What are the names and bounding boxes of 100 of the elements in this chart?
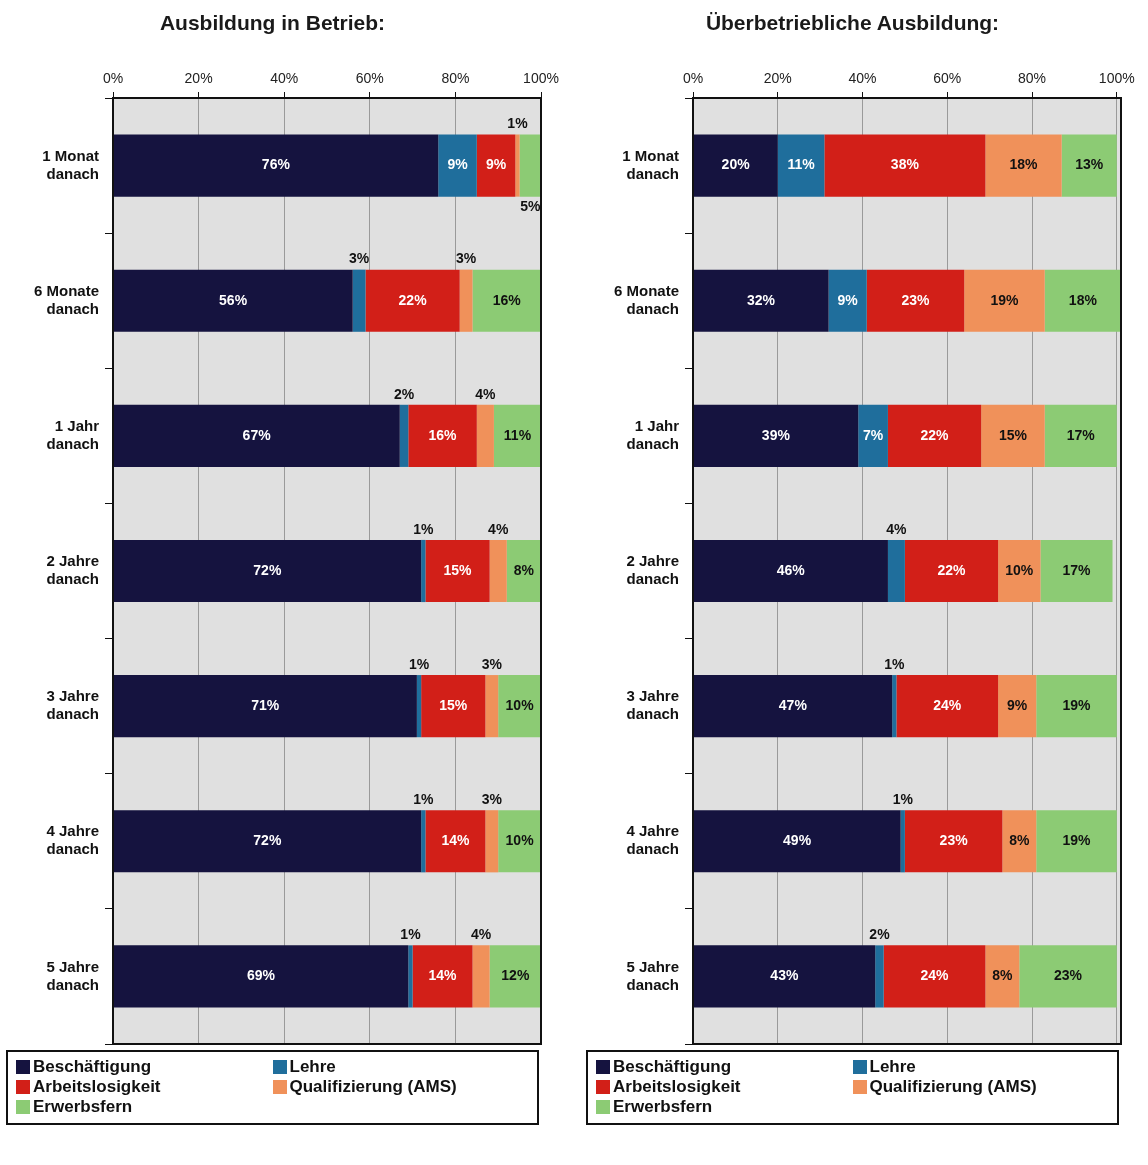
bar [113, 134, 439, 197]
y-tick-label: 6 Monate danach [613, 281, 679, 317]
bar [824, 134, 986, 197]
y-tick-label: 5 Jahre danach [626, 957, 679, 993]
data-label: 8% [513, 561, 535, 578]
bar [515, 134, 520, 197]
bar [412, 945, 473, 1008]
data-label: 22% [937, 561, 967, 578]
data-label: 14% [428, 967, 458, 984]
bar [1036, 810, 1117, 873]
data-label: 7% [862, 426, 884, 443]
data-label: 72% [253, 561, 282, 578]
x-tick-label: 80% [1017, 70, 1047, 87]
data-label: 43% [770, 967, 799, 984]
data-label: 32% [747, 291, 776, 308]
data-label: 9% [1007, 697, 1028, 713]
bar [421, 810, 426, 873]
data-label: 1% [884, 655, 905, 672]
bar [981, 404, 1045, 467]
bar [421, 675, 486, 738]
data-label: 3% [481, 791, 503, 808]
data-label: 2% [393, 385, 415, 402]
bar [472, 945, 490, 1008]
data-label: 14% [441, 832, 470, 849]
legend-label: Qualifizierung (AMS) [289, 1077, 457, 1097]
bar [892, 675, 897, 738]
bar [113, 539, 422, 603]
data-label: 71% [251, 697, 280, 713]
bar [998, 539, 1041, 603]
legend-label: Lehre [289, 1057, 336, 1077]
data-label: 69% [246, 967, 276, 984]
data-label: 4% [886, 520, 908, 537]
data-label: 17% [1066, 426, 1096, 443]
bar [964, 269, 1045, 332]
data-label: 11% [503, 426, 532, 443]
bar [693, 945, 876, 1008]
data-label: 3% [348, 250, 370, 267]
bar [1002, 810, 1037, 873]
data-label: 15% [443, 561, 473, 578]
x-tick-label: 0% [102, 70, 124, 87]
data-label: 9% [837, 291, 859, 308]
data-label: 2% [869, 926, 891, 943]
data-label: 3% [455, 250, 477, 267]
bar [113, 404, 400, 467]
data-label: 23% [901, 291, 931, 308]
bar [425, 539, 490, 603]
bar [1036, 675, 1117, 738]
y-tick-label: 1 Monat danach [622, 146, 679, 182]
bar [365, 269, 460, 332]
data-label: 16% [428, 426, 458, 443]
y-tick-label: 4 Jahre danach [46, 822, 99, 858]
bar [489, 945, 541, 1008]
x-tick-label: 0% [682, 70, 704, 87]
y-tick-label: 3 Jahre danach [46, 687, 99, 723]
data-label: 4% [488, 520, 509, 537]
legend-label: Arbeitslosigkeit [33, 1077, 161, 1097]
data-label: 18% [1068, 291, 1098, 308]
bar [421, 539, 426, 603]
data-label: 38% [890, 156, 920, 173]
bar [416, 675, 422, 738]
data-label: 1% [413, 520, 434, 537]
x-tick-label: 60% [933, 70, 962, 87]
bar [399, 404, 409, 467]
data-label: 16% [492, 291, 522, 308]
data-label: 4% [470, 926, 492, 943]
data-label: 3% [481, 655, 503, 672]
y-tick-label: 1 Jahr danach [46, 417, 100, 452]
bar [1040, 539, 1113, 603]
bar [904, 810, 1003, 873]
data-label: 8% [992, 967, 1014, 984]
bar [498, 675, 541, 738]
bar [828, 269, 867, 332]
legend-label: Erwerbsfern [33, 1097, 133, 1117]
bar [1044, 404, 1117, 467]
bar [113, 675, 417, 738]
bar [904, 539, 999, 603]
bar [472, 269, 541, 332]
data-label: 11% [787, 156, 816, 173]
bar [887, 539, 905, 603]
bar [693, 269, 829, 332]
data-label: 76% [261, 156, 291, 173]
y-tick-label: 1 Monat danach [42, 146, 99, 182]
data-label: 4% [475, 385, 497, 402]
data-label: 19% [990, 291, 1020, 308]
data-label: 10% [1005, 561, 1034, 578]
bar [1044, 269, 1121, 332]
data-label: 18% [1009, 156, 1039, 173]
data-label: 20% [721, 156, 751, 173]
bar [489, 539, 507, 603]
data-label: 49% [783, 832, 812, 849]
legend-label: Lehre [869, 1057, 916, 1077]
data-label: 15% [998, 426, 1028, 443]
data-label: 47% [778, 697, 808, 713]
data-label: 22% [398, 291, 428, 308]
x-tick-label: 100% [1098, 70, 1135, 87]
data-label: 19% [1062, 832, 1092, 849]
data-label: 67% [242, 426, 272, 443]
bar [408, 945, 413, 1008]
bar [900, 810, 905, 873]
y-tick-label: 2 Jahre danach [626, 552, 679, 588]
